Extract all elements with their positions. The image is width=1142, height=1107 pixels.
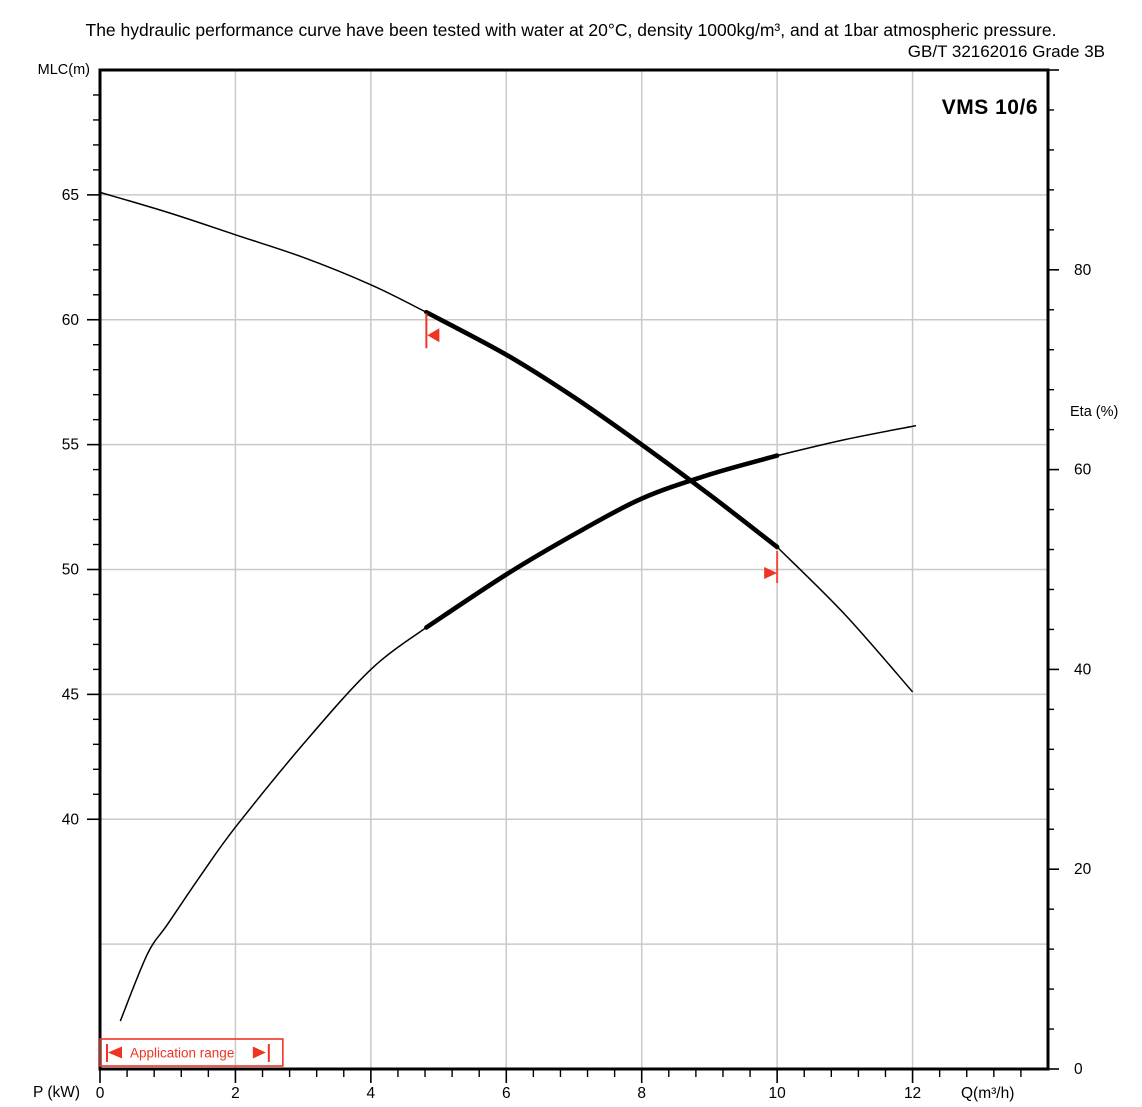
y-right-tick-label: 0 <box>1074 1061 1083 1078</box>
eta-curve-thin <box>776 424 917 457</box>
range-end-arrow-icon <box>764 567 778 580</box>
x-tick-label: 0 <box>96 1085 105 1102</box>
y-right-tick-label: 20 <box>1074 861 1092 878</box>
standard-grade-note: GB/T 32162016 Grade 3B <box>907 42 1105 61</box>
y-right-tick-label: 40 <box>1074 661 1092 678</box>
x-tick-label: 10 <box>769 1085 787 1102</box>
application-range-right-arrow-icon <box>252 1046 266 1059</box>
x-tick-label: 6 <box>502 1085 511 1102</box>
x-tick-label: 4 <box>367 1085 376 1102</box>
head-curve-thin <box>99 191 427 313</box>
application-range-left-arrow-icon <box>108 1046 122 1059</box>
chart-title: The hydraulic performance curve have bee… <box>85 20 1057 40</box>
power-axis-label: P (kW) <box>33 1084 81 1101</box>
y-left-axis-label: MLC(m) <box>37 62 90 78</box>
x-tick-label: 2 <box>231 1085 240 1102</box>
eta-curve-bold <box>424 453 780 630</box>
y-right-tick-label: 80 <box>1074 262 1092 279</box>
head-curve-bold <box>424 309 780 550</box>
x-axis-label: Q(m³/h) <box>961 1085 1015 1102</box>
application-range-label: Application range <box>130 1046 234 1061</box>
head-curve-thin <box>776 546 914 693</box>
pump-model-label: VMS 10/6 <box>941 96 1038 119</box>
y-left-tick-label: 55 <box>62 437 79 454</box>
y-right-tick-label: 60 <box>1074 462 1092 479</box>
y-right-axis-label: Eta (%) <box>1070 404 1119 420</box>
x-tick-label: 12 <box>904 1085 921 1102</box>
y-left-tick-label: 50 <box>62 562 80 579</box>
y-left-tick-label: 65 <box>62 187 79 204</box>
range-start-arrow-icon <box>427 328 440 343</box>
y-left-tick-label: 60 <box>62 312 80 329</box>
x-tick-label: 8 <box>637 1085 646 1102</box>
y-left-tick-label: 45 <box>62 686 79 703</box>
y-left-tick-label: 40 <box>62 811 80 828</box>
application-range-box <box>99 1038 284 1067</box>
eta-curve-thin <box>119 626 427 1022</box>
